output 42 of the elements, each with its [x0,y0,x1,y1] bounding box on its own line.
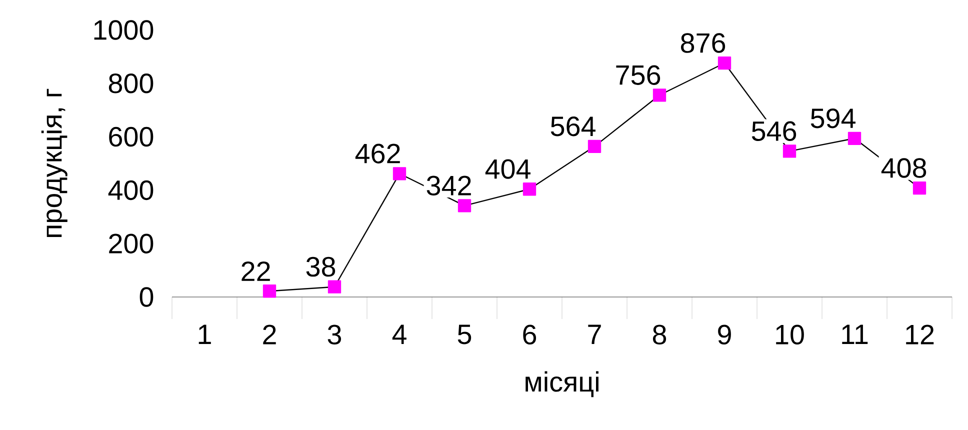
x-tick-label: 6 [523,324,536,344]
x-tick-label: 5 [458,324,472,344]
data-label: 342 [426,176,471,196]
x-tick-label: 1 [198,324,211,344]
data-label: 22 [242,261,270,281]
data-label: 594 [810,108,856,128]
data-label: 546 [752,121,796,142]
point [782,144,796,158]
data-label: 564 [550,116,596,136]
point [392,167,406,180]
x-tick-label: 9 [718,324,731,344]
data-label: 756 [616,65,660,85]
x-tick-label: 11 [842,324,868,344]
point [458,199,472,212]
x-tick-label: 10 [776,324,804,344]
data-label: 404 [485,159,530,179]
y-tick-label: 200 [109,234,154,254]
point [328,280,342,294]
y-tick-label: 1000 [94,20,154,40]
y-axis-title: продукція, г [41,88,68,238]
y-tick-label: 600 [109,126,154,147]
data-label: 38 [306,256,336,277]
point [588,140,602,153]
point [848,132,862,145]
point [262,284,276,298]
point [912,181,926,195]
x-tick-label: 3 [328,324,342,344]
point [522,182,536,196]
y-tick-label: 400 [108,180,154,200]
x-tick-label: 8 [652,324,666,344]
x-tick-label: 12 [906,324,934,344]
y-tick-label: 0 [140,287,154,307]
point [718,56,732,70]
data-label: 462 [355,144,400,164]
x-tick-label: 2 [263,324,276,344]
data-label: 876 [680,33,726,53]
point [652,88,666,102]
x-axis-title: місяці [526,371,598,398]
y-tick-label: 800 [108,74,154,94]
x-tick-label: 7 [588,324,601,344]
x-tick-label: 4 [392,324,406,344]
data-label: 408 [881,158,926,178]
